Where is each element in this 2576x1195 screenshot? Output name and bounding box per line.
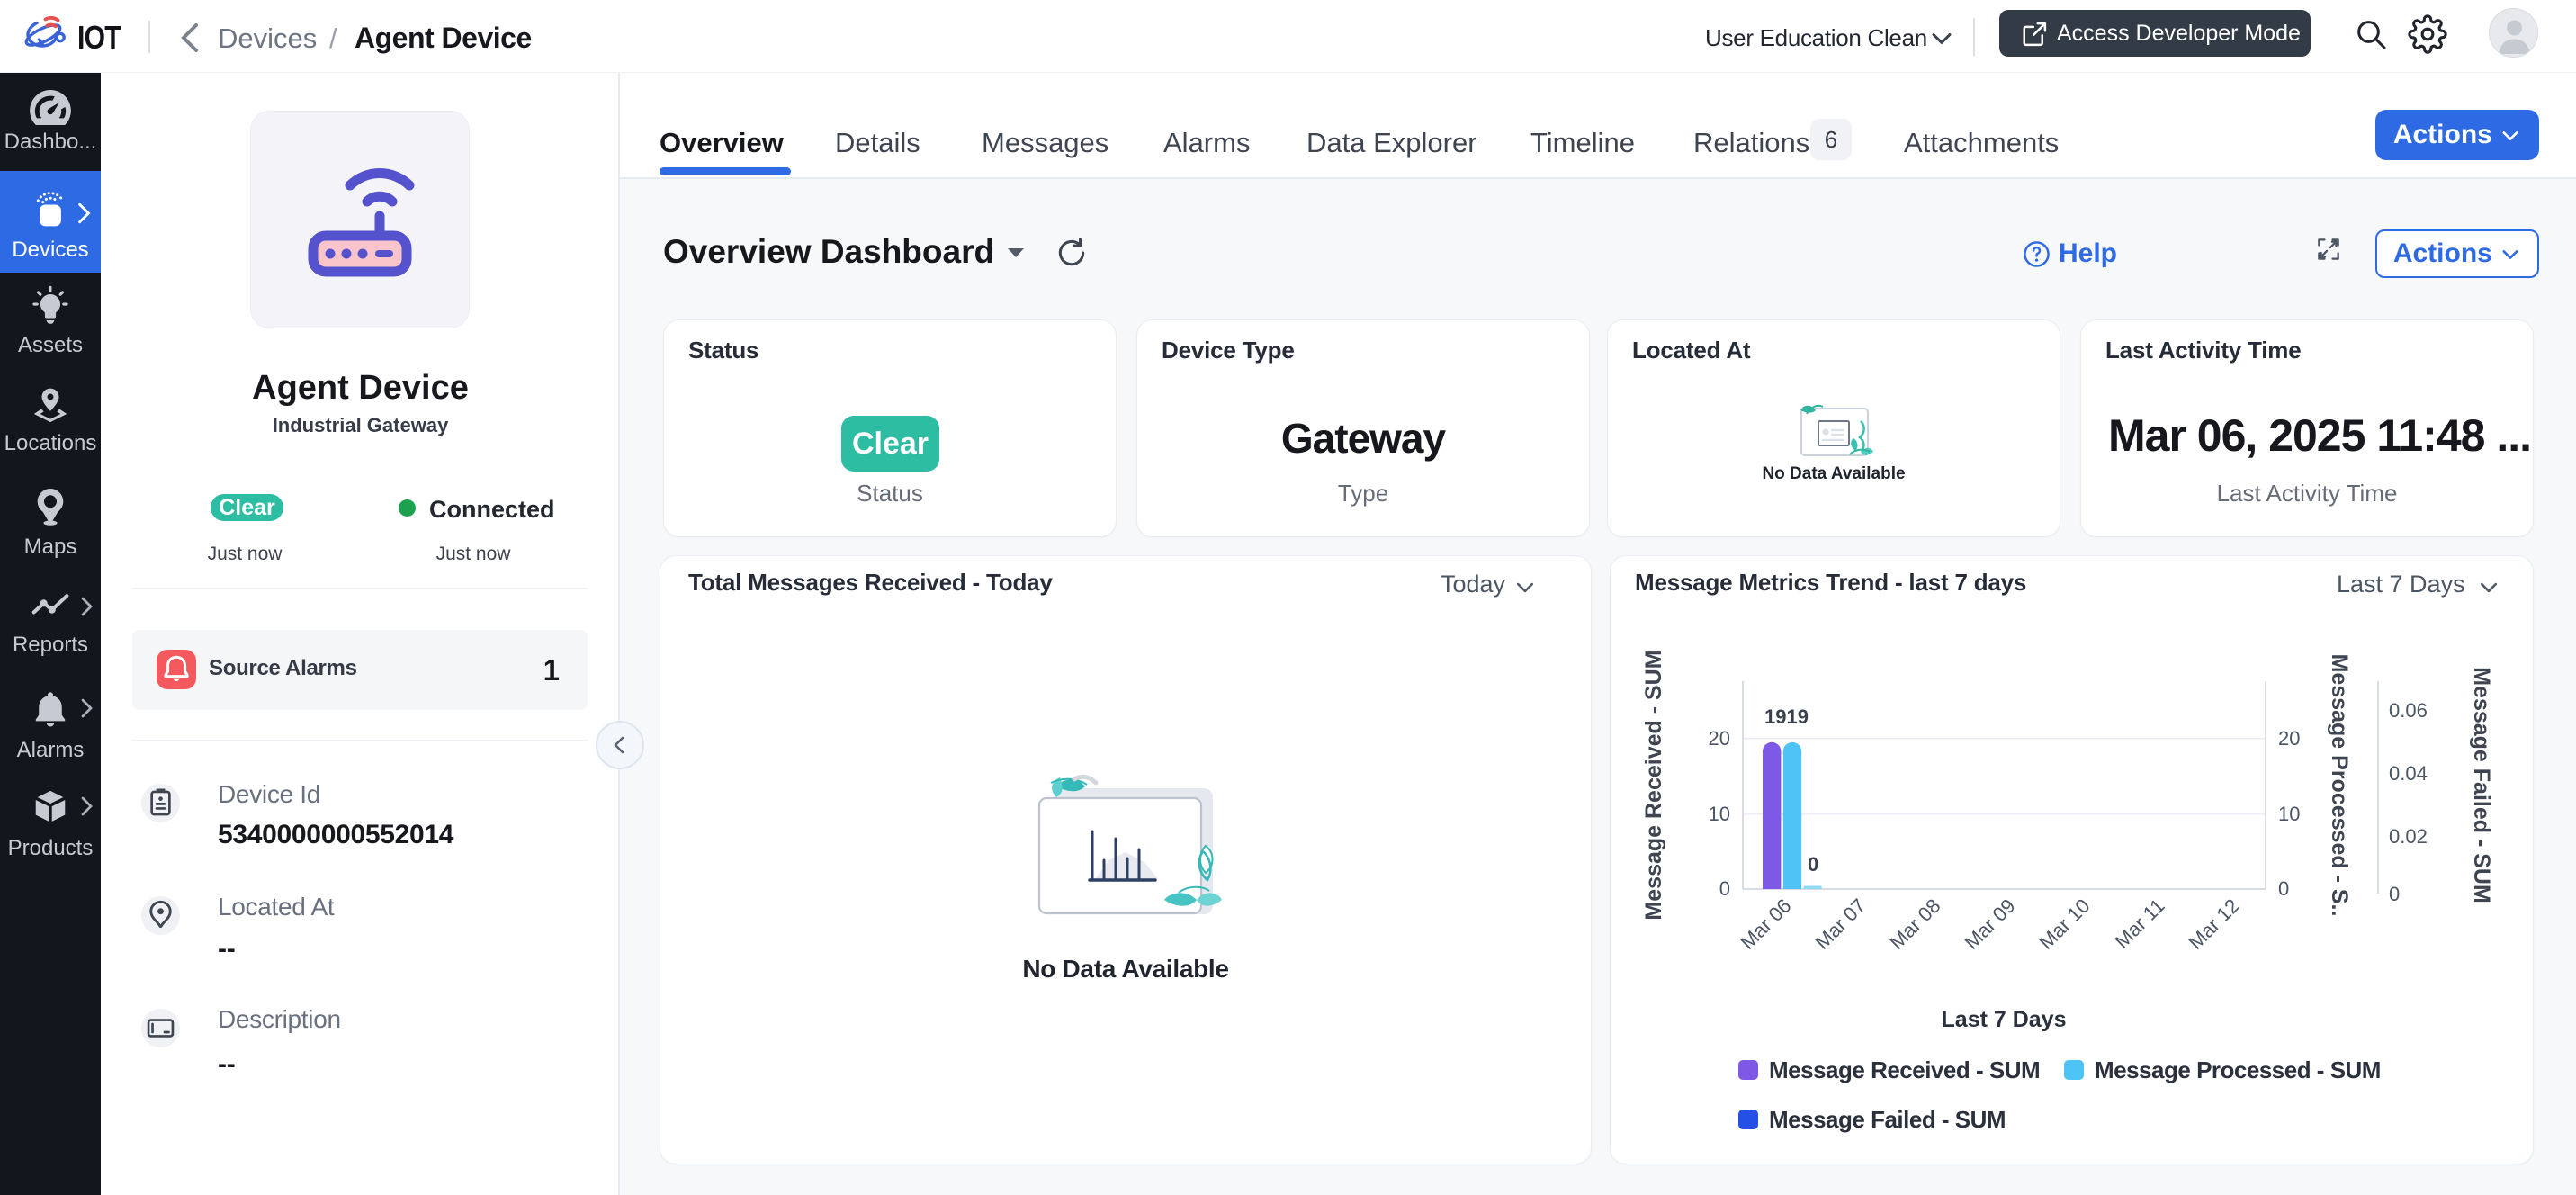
svg-text:0.06: 0.06 <box>2389 699 2428 722</box>
svg-text:Message Failed - SUM: Message Failed - SUM <box>1769 1106 2006 1133</box>
svg-text:Last 7 Days: Last 7 Days <box>1942 1007 2067 1032</box>
svg-text:Message Received - SUM: Message Received - SUM <box>1641 650 1666 920</box>
svg-text:0.02: 0.02 <box>2389 825 2428 848</box>
svg-text:0.04: 0.04 <box>2389 762 2428 785</box>
svg-text:Mar 06: Mar 06 <box>1736 894 1795 954</box>
svg-text:0: 0 <box>2278 877 2289 900</box>
svg-text:Mar 07: Mar 07 <box>1810 894 1870 954</box>
svg-text:Message Received - SUM: Message Received - SUM <box>1769 1056 2040 1083</box>
svg-text:Mar 12: Mar 12 <box>2184 894 2243 954</box>
svg-text:0: 0 <box>1719 877 1730 900</box>
svg-text:Message Processed - SUM: Message Processed - SUM <box>2095 1056 2381 1083</box>
svg-text:1919: 1919 <box>1764 705 1809 728</box>
svg-text:20: 20 <box>1709 727 1730 750</box>
svg-text:Mar 09: Mar 09 <box>1960 894 2019 954</box>
svg-text:0: 0 <box>2389 883 2400 905</box>
svg-text:Mar 08: Mar 08 <box>1885 894 1944 954</box>
svg-text:10: 10 <box>2278 803 2300 825</box>
svg-text:10: 10 <box>1709 803 1730 825</box>
svg-text:20: 20 <box>2278 727 2300 750</box>
svg-text:0: 0 <box>1808 853 1818 876</box>
svg-text:Message Processed - S..: Message Processed - S.. <box>2327 654 2352 917</box>
svg-text:Message Failed - SUM: Message Failed - SUM <box>2469 667 2494 903</box>
svg-text:Mar 11: Mar 11 <box>2111 894 2169 953</box>
svg-text:Mar 10: Mar 10 <box>2034 894 2094 954</box>
